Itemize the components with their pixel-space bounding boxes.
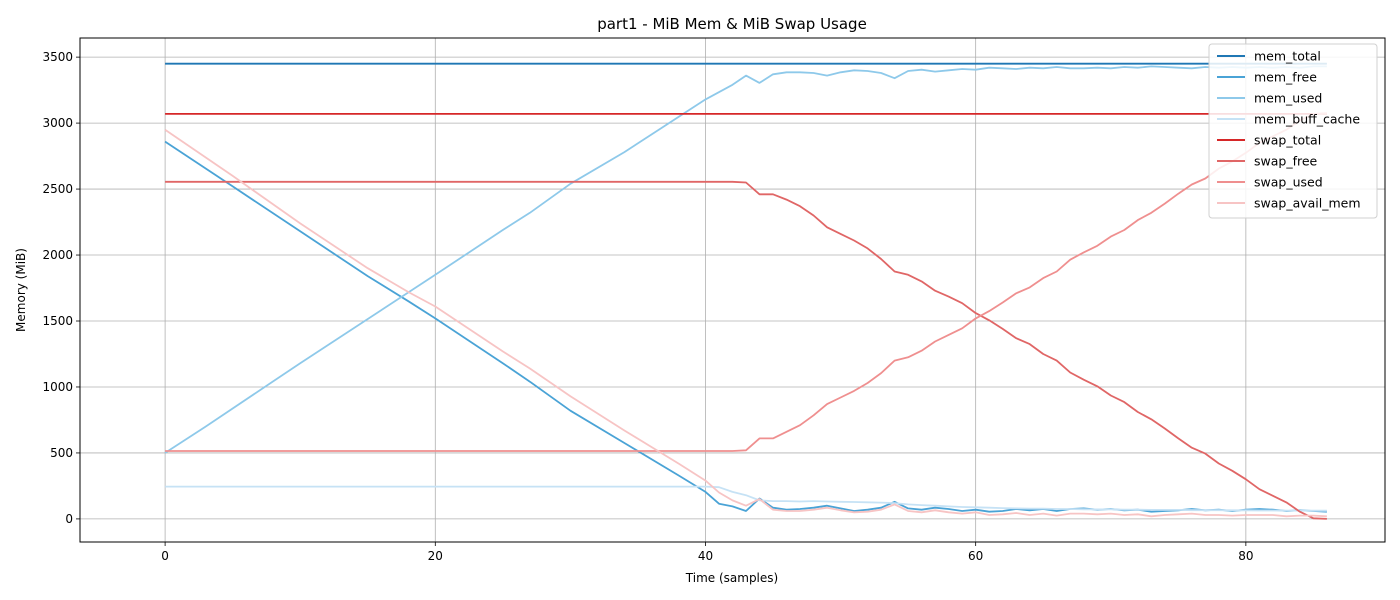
axis-ticks: 0 20 40 60 80 0 500 1000 1500 2000 2500 3000 3500 bbox=[42, 50, 1253, 563]
legend-label-swap-free: swap_free bbox=[1254, 154, 1318, 169]
y-tick-label: 500 bbox=[50, 446, 73, 460]
y-tick-label: 3000 bbox=[42, 116, 73, 130]
chart-legend: mem_total mem_free mem_used mem_buff_caches… bbox=[1208, 43, 1378, 219]
plot-area-frame bbox=[79, 37, 1386, 543]
legend-box bbox=[1208, 43, 1378, 219]
legend-label-mem-free: mem_free bbox=[1254, 70, 1317, 85]
legend-label-swap-avail-mem: swap_avail_mem bbox=[1254, 196, 1361, 211]
x-axis-label: Time (samples) bbox=[685, 571, 778, 585]
y-axis-label: Memory (MiB) bbox=[14, 248, 28, 332]
legend-label-swap-used: swap_used bbox=[1254, 175, 1323, 190]
chart-title: part1 - MiB Mem & MiB Swap Usage bbox=[597, 15, 867, 33]
legend-label-mem-buff-cache: mem_buff_cache bbox=[1254, 112, 1360, 127]
x-tick-label: 60 bbox=[968, 549, 983, 563]
x-tick-label: 0 bbox=[161, 549, 169, 563]
grid-lines bbox=[80, 38, 1385, 542]
y-tick-label: 2000 bbox=[42, 248, 73, 262]
legend-label-mem-total: mem_total bbox=[1254, 49, 1321, 64]
legend-label-mem-used: mem_used bbox=[1254, 91, 1322, 106]
legend-label-swap-total: swap_total bbox=[1254, 133, 1321, 148]
x-tick-label: 80 bbox=[1238, 549, 1253, 563]
x-tick-label: 20 bbox=[428, 549, 443, 563]
y-tick-label: 1500 bbox=[42, 314, 73, 328]
series-line-mem-used bbox=[164, 65, 1327, 454]
y-tick-label: 2500 bbox=[42, 182, 73, 196]
y-tick-label: 1000 bbox=[42, 380, 73, 394]
y-tick-label: 0 bbox=[65, 512, 73, 526]
series-line-swap-free bbox=[165, 180, 1327, 520]
y-tick-label: 3500 bbox=[42, 50, 73, 64]
x-tick-label: 40 bbox=[698, 549, 713, 563]
series-line-swap-avail-mem bbox=[164, 128, 1327, 518]
series-line-mem-buff-cache bbox=[165, 485, 1327, 512]
